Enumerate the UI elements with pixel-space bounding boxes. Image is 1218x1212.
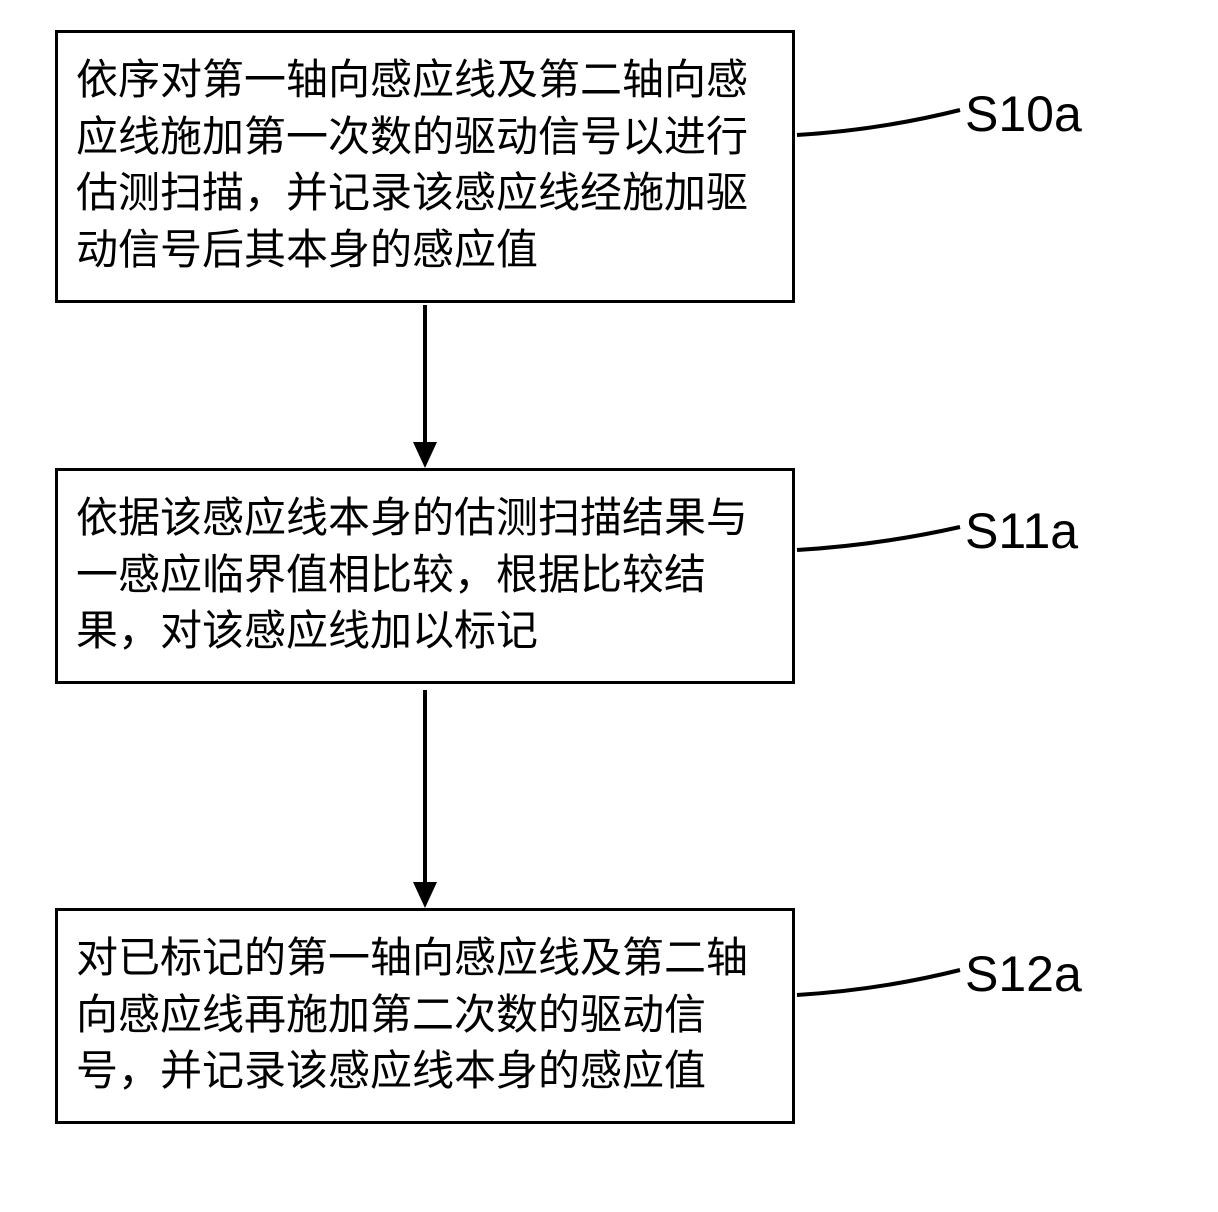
node-text-s12a: 对已标记的第一轴向感应线及第二轴向感应线再施加第二次数的驱动信号，并记录该感应线…: [76, 936, 748, 1095]
flow-node-s10a: 依序对第一轴向感应线及第二轴向感应线施加第一次数的驱动信号以进行估测扫描，并记录…: [55, 30, 795, 303]
node-text-s11a: 依据该感应线本身的估测扫描结果与一感应临界值相比较，根据比较结果，对该感应线加以…: [76, 496, 748, 655]
label-s10a: S10a: [965, 85, 1082, 143]
flowchart-container: 依序对第一轴向感应线及第二轴向感应线施加第一次数的驱动信号以进行估测扫描，并记录…: [0, 0, 1218, 1212]
label-s12a: S12a: [965, 945, 1082, 1003]
node-text-s10a: 依序对第一轴向感应线及第二轴向感应线施加第一次数的驱动信号以进行估测扫描，并记录…: [76, 58, 748, 274]
label-s11a: S11a: [965, 502, 1078, 560]
flow-node-s11a: 依据该感应线本身的估测扫描结果与一感应临界值相比较，根据比较结果，对该感应线加以…: [55, 468, 795, 684]
flow-node-s12a: 对已标记的第一轴向感应线及第二轴向感应线再施加第二次数的驱动信号，并记录该感应线…: [55, 908, 795, 1124]
